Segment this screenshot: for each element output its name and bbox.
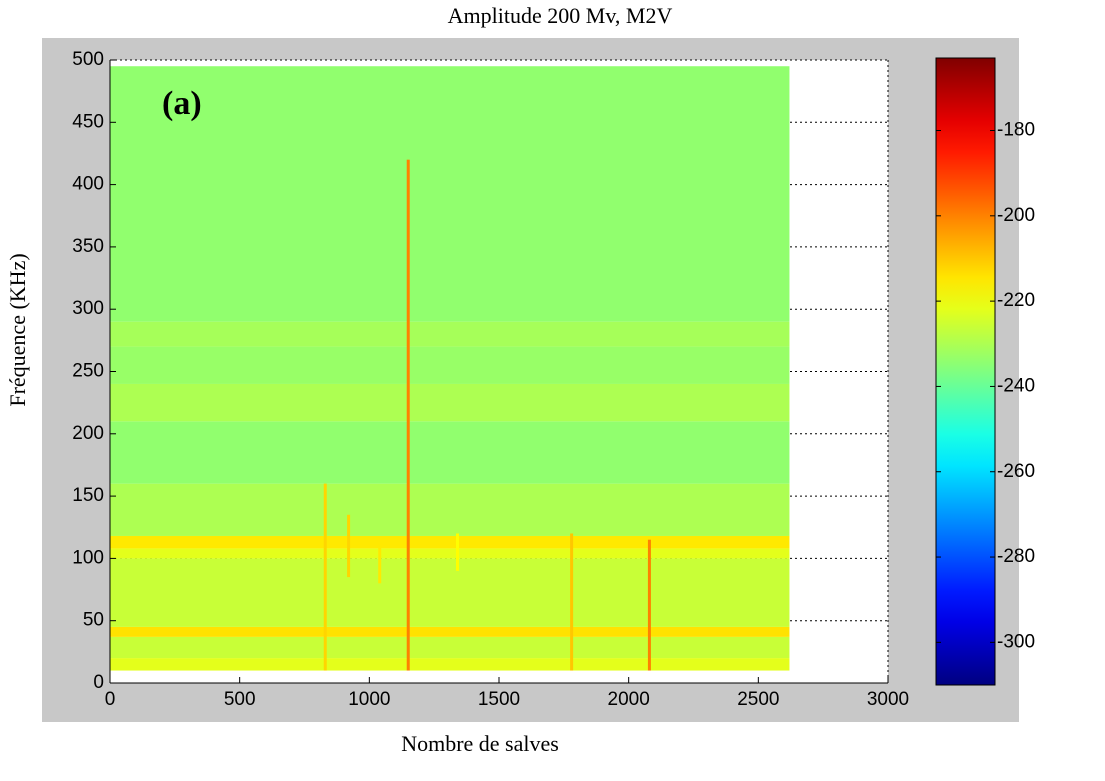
spectrogram-band xyxy=(110,483,790,536)
x-tick-label: 500 xyxy=(224,689,256,710)
spectrogram-band xyxy=(110,658,790,671)
x-tick-label: 0 xyxy=(105,689,116,710)
spectrogram-streak xyxy=(347,514,351,578)
spectrogram-band xyxy=(110,548,790,559)
x-tick-label: 1500 xyxy=(478,689,520,710)
spectrogram-streak xyxy=(406,159,410,671)
annotation: (a) xyxy=(162,85,202,122)
y-tick-label: 0 xyxy=(93,672,104,693)
y-tick-label: 50 xyxy=(83,610,104,631)
y-tick-label: 450 xyxy=(72,111,104,132)
colorbar-tick-label: -260 xyxy=(997,461,1035,482)
spectrogram-band xyxy=(110,626,790,637)
spectrogram-band xyxy=(110,535,790,549)
y-tick-label: 200 xyxy=(72,423,104,444)
colorbar-tick-label: -180 xyxy=(997,120,1035,141)
colorbar xyxy=(935,57,996,686)
y-tick-label: 400 xyxy=(72,174,104,195)
y-tick-label: 350 xyxy=(72,236,104,257)
spectrogram-band xyxy=(110,383,790,422)
spectrogram-streak xyxy=(647,539,651,671)
x-tick-label: 3000 xyxy=(867,689,909,710)
spectrogram-streak xyxy=(570,533,574,671)
y-tick-label: 250 xyxy=(72,361,104,382)
spectrogram-streak xyxy=(378,539,382,584)
y-tick-label: 300 xyxy=(72,298,104,319)
spectrogram-band xyxy=(110,558,790,627)
colorbar-tick-label: -220 xyxy=(997,290,1035,311)
colorbar-tick-label: -280 xyxy=(997,546,1035,567)
x-axis-label: Nombre de salves xyxy=(401,731,559,756)
spectrogram-band xyxy=(110,346,790,384)
x-tick-label: 2000 xyxy=(608,689,650,710)
spectrogram-streak xyxy=(323,483,327,671)
colorbar-tick-label: -200 xyxy=(997,205,1035,226)
spectrogram-band xyxy=(110,321,790,347)
x-tick-label: 2500 xyxy=(737,689,779,710)
spectrogram-band xyxy=(110,636,790,659)
spectrogram-band xyxy=(110,421,790,484)
chart-title: Amplitude 200 Mv, M2V xyxy=(448,3,673,28)
y-tick-label: 150 xyxy=(72,485,104,506)
y-axis-label: Fréquence (KHz) xyxy=(5,253,30,406)
colorbar-tick-label: -300 xyxy=(997,631,1035,652)
colorbar-tick-label: -240 xyxy=(997,375,1035,396)
spectrogram-band xyxy=(110,66,790,322)
y-tick-label: 500 xyxy=(72,49,104,70)
x-tick-label: 1000 xyxy=(348,689,390,710)
y-tick-label: 100 xyxy=(72,547,104,568)
spectrogram-streak xyxy=(456,533,460,571)
